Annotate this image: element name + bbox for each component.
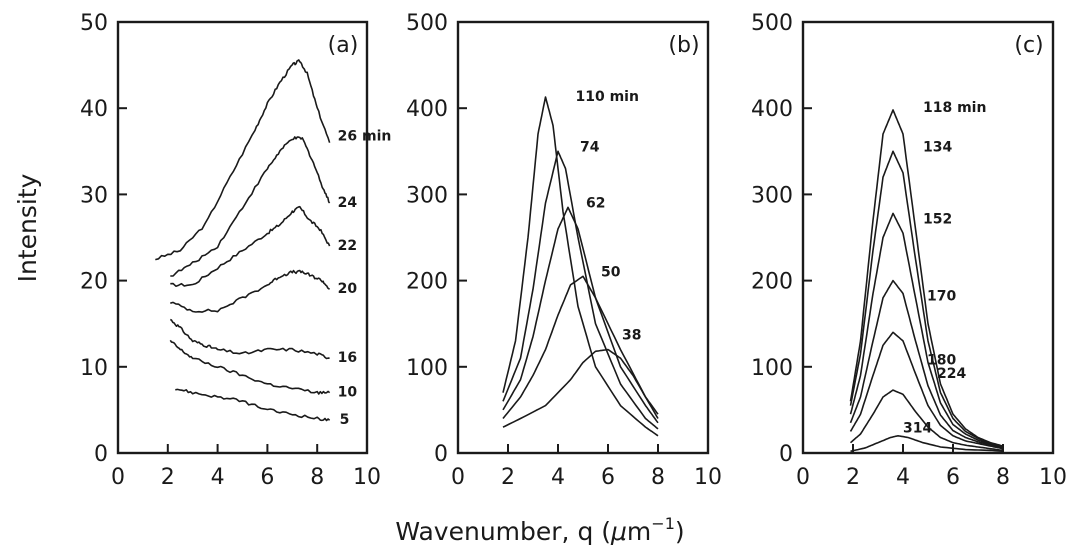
- series-label: 38: [622, 328, 641, 344]
- series-label: 74: [580, 139, 600, 155]
- x-tick-label: 4: [211, 465, 225, 490]
- series-line: [155, 59, 331, 261]
- panel-label: (a): [328, 33, 359, 58]
- series-label: 16: [338, 350, 357, 366]
- series-line: [849, 109, 1004, 447]
- x-tick-label: 4: [896, 465, 910, 490]
- y-tick-label: 200: [751, 270, 793, 295]
- series-label: 10: [338, 385, 358, 401]
- series-line: [502, 275, 659, 420]
- series-line: [169, 318, 330, 360]
- series-line: [849, 212, 1004, 449]
- series-line: [169, 339, 331, 395]
- series-line: [502, 206, 659, 424]
- y-axis-title: Intensity: [13, 173, 42, 282]
- series-label: 170: [927, 289, 956, 305]
- series-label: 224: [937, 366, 966, 382]
- y-tick-label: 40: [80, 97, 108, 122]
- x-tick-label: 2: [161, 465, 175, 490]
- y-tick-label: 50: [80, 11, 108, 36]
- x-tick-label: 6: [260, 465, 274, 490]
- panel-c: 0 100 200 300 400 500 0 2 4 6 8 10 (c) 118 min 134 152 1…: [751, 11, 1067, 490]
- series-line: [849, 389, 1004, 452]
- series-label: 5: [340, 412, 350, 428]
- panel-label: (b): [668, 33, 699, 58]
- series-label: 26 min: [338, 129, 392, 145]
- x-tick-label: 4: [551, 465, 565, 490]
- series-line: [849, 150, 1004, 448]
- series-line: [170, 205, 331, 287]
- x-tick-label: 10: [353, 465, 381, 490]
- x-tick-label: 2: [501, 465, 515, 490]
- plot-frame: [801, 20, 1055, 455]
- y-tick-label: 20: [80, 270, 108, 295]
- x-tick-label: 6: [601, 465, 615, 490]
- panel-label: (c): [1014, 33, 1043, 58]
- y-tick-label: 500: [406, 11, 448, 36]
- y-tick-label: 30: [80, 183, 108, 208]
- plot-frame: [456, 20, 710, 455]
- y-tick-label: 10: [80, 356, 108, 381]
- x-tick-label: 10: [1039, 465, 1067, 490]
- series-line: [170, 136, 331, 277]
- x-tick-label: 0: [796, 465, 810, 490]
- x-tick-label: 10: [694, 465, 722, 490]
- series-label: 152: [923, 211, 952, 227]
- y-tick-label: 0: [94, 442, 108, 467]
- series-label: 62: [586, 195, 605, 211]
- panel-b: 0 100 200 300 400 500 0 2 4 6 8 10 (b) 110 min 74 62 50 3…: [406, 11, 722, 490]
- series-label: 314: [903, 421, 932, 437]
- y-tick-label: 0: [434, 442, 448, 467]
- y-tick-label: 400: [751, 97, 793, 122]
- series-label: 20: [338, 281, 358, 297]
- series-line: [849, 279, 1004, 450]
- y-tick-label: 100: [751, 356, 793, 381]
- series-label: 22: [338, 238, 357, 254]
- series-line: [502, 150, 659, 430]
- y-tick-label: 0: [779, 442, 793, 467]
- y-tick-label: 500: [751, 11, 793, 36]
- series-line: [502, 96, 659, 437]
- y-tick-label: 200: [406, 270, 448, 295]
- plot-frame: [116, 20, 369, 455]
- series-line: [170, 269, 330, 313]
- x-tick-label: 8: [996, 465, 1010, 490]
- series-label: 118 min: [923, 100, 986, 116]
- series-label: 50: [601, 264, 621, 280]
- series-line: [850, 435, 1004, 453]
- y-tick-label: 300: [751, 183, 793, 208]
- y-tick-label: 300: [406, 183, 448, 208]
- series-line: [175, 388, 331, 422]
- series-line: [502, 348, 659, 428]
- x-tick-label: 0: [111, 465, 125, 490]
- series-label: 24: [338, 195, 358, 211]
- x-tick-label: 2: [846, 465, 860, 490]
- series-label: 180: [927, 352, 956, 368]
- x-tick-label: 6: [946, 465, 960, 490]
- y-tick-label: 400: [406, 97, 448, 122]
- x-tick-label: 8: [651, 465, 665, 490]
- y-tick-label: 100: [406, 356, 448, 381]
- series-label: 110 min: [576, 89, 639, 105]
- x-axis-title: Wavenumber, q (μm−1): [395, 514, 684, 546]
- series-line: [849, 331, 1004, 450]
- x-tick-label: 0: [451, 465, 465, 490]
- series-label: 134: [923, 139, 952, 155]
- x-tick-label: 8: [310, 465, 324, 490]
